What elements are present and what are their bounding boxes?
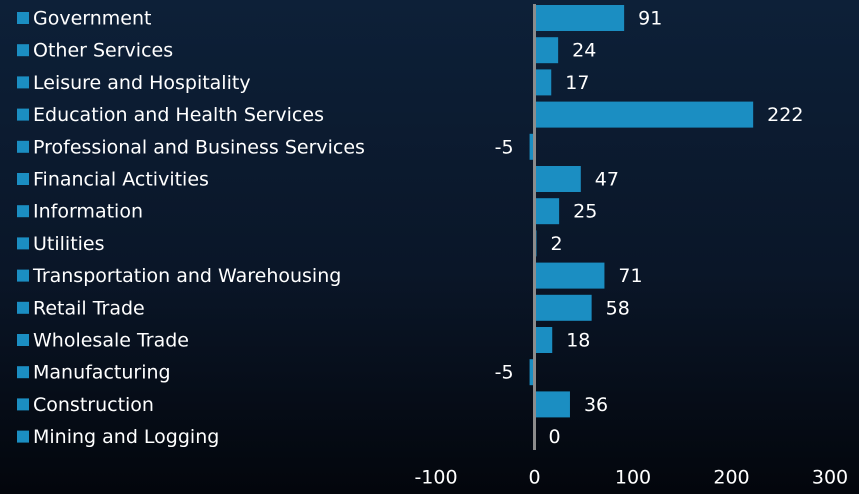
label-marker xyxy=(17,398,29,411)
value-label: 36 xyxy=(584,394,608,416)
label-marker xyxy=(17,205,29,218)
y-tick-label: Leisure and Hospitality xyxy=(33,72,251,94)
value-label: -5 xyxy=(495,136,514,158)
y-tick-label: Financial Activities xyxy=(33,169,209,191)
bar xyxy=(534,166,581,192)
value-label: -5 xyxy=(495,362,514,384)
y-tick-label: Construction xyxy=(33,394,154,416)
value-label: 18 xyxy=(566,330,590,352)
x-tick-label: 200 xyxy=(713,467,749,489)
label-marker xyxy=(17,44,29,57)
y-tick-label: Mining and Logging xyxy=(33,426,219,448)
bar xyxy=(534,327,553,353)
y-tick-label: Information xyxy=(33,201,143,223)
value-label: 24 xyxy=(572,40,596,62)
y-tick-label: Manufacturing xyxy=(33,362,171,384)
value-label: 2 xyxy=(550,233,562,255)
value-label: 47 xyxy=(595,169,619,191)
bar xyxy=(529,133,535,160)
label-marker xyxy=(17,108,29,121)
bar xyxy=(534,262,605,289)
x-tick-label: -100 xyxy=(414,467,457,489)
label-marker xyxy=(17,301,29,314)
bar xyxy=(534,198,560,225)
y-tick-label: Professional and Business Services xyxy=(33,136,365,158)
y-tick-label: Transportation and Warehousing xyxy=(32,265,341,287)
x-tick-label: 300 xyxy=(812,467,848,489)
y-tick-label: Education and Health Services xyxy=(33,104,324,126)
bar xyxy=(534,37,559,64)
bar xyxy=(534,391,570,418)
label-marker xyxy=(17,173,29,185)
x-tick-label: 0 xyxy=(528,467,540,489)
value-label: 71 xyxy=(618,265,642,287)
bar xyxy=(529,359,535,386)
bar xyxy=(534,5,625,31)
y-tick-label: Wholesale Trade xyxy=(33,330,189,352)
label-marker xyxy=(17,12,29,24)
value-label: 0 xyxy=(549,426,561,448)
value-label: 91 xyxy=(638,8,662,30)
bar xyxy=(534,294,592,321)
y-tick-label: Utilities xyxy=(33,233,105,255)
label-marker xyxy=(17,140,29,153)
value-label: 25 xyxy=(573,201,597,223)
label-marker xyxy=(17,334,29,346)
y-tick-label: Government xyxy=(33,8,152,30)
label-marker xyxy=(17,76,29,89)
label-marker xyxy=(17,269,29,282)
label-marker xyxy=(17,366,29,379)
value-label: 58 xyxy=(606,297,630,319)
y-tick-label: Other Services xyxy=(33,40,173,62)
y-tick-label: Retail Trade xyxy=(33,297,145,319)
bar xyxy=(534,69,552,96)
value-label: 17 xyxy=(565,72,589,94)
value-label: 222 xyxy=(767,104,803,126)
x-tick-label: 100 xyxy=(615,467,651,489)
label-marker xyxy=(17,237,29,250)
label-marker xyxy=(17,430,29,443)
bar xyxy=(534,101,754,128)
